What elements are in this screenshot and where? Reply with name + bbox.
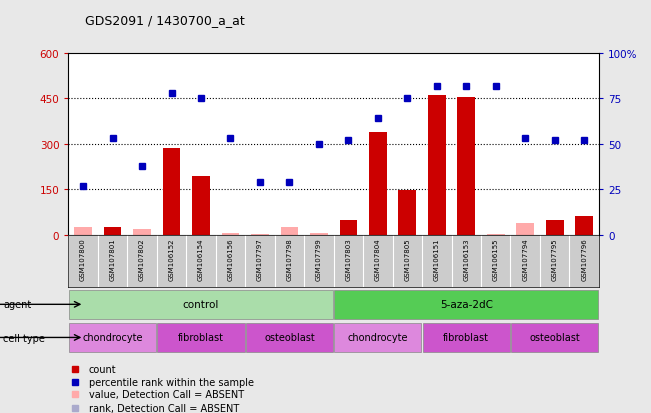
Bar (546, 220, 564, 235)
Text: GSM107796: GSM107796 (581, 238, 587, 281)
Text: GSM107795: GSM107795 (551, 238, 558, 280)
Bar (340, 220, 357, 235)
Text: 5-aza-2dC: 5-aza-2dC (440, 299, 493, 310)
Text: GSM107794: GSM107794 (522, 238, 528, 280)
Bar (69, 323, 156, 352)
Text: GDS2091 / 1430700_a_at: GDS2091 / 1430700_a_at (85, 14, 244, 27)
Bar (516, 223, 534, 235)
Text: GSM106155: GSM106155 (493, 238, 499, 280)
Text: fibroblast: fibroblast (443, 332, 490, 343)
Text: GSM107798: GSM107798 (286, 238, 292, 281)
Text: count: count (89, 364, 116, 374)
Bar (221, 233, 240, 235)
Bar (133, 229, 151, 235)
Text: percentile rank within the sample: percentile rank within the sample (89, 377, 253, 387)
Text: osteoblast: osteoblast (529, 332, 580, 343)
Bar (163, 149, 180, 235)
Bar (511, 323, 598, 352)
Text: GSM107804: GSM107804 (375, 238, 381, 280)
Bar (69, 290, 333, 319)
Bar (428, 96, 446, 235)
Bar (74, 228, 92, 235)
Text: GSM106153: GSM106153 (464, 238, 469, 280)
Text: fibroblast: fibroblast (178, 332, 224, 343)
Text: GSM107800: GSM107800 (80, 238, 86, 281)
Text: GSM107797: GSM107797 (257, 238, 263, 281)
Bar (334, 323, 421, 352)
Text: osteoblast: osteoblast (264, 332, 315, 343)
Text: GSM107803: GSM107803 (346, 238, 352, 281)
Text: agent: agent (3, 299, 31, 309)
Text: GSM107799: GSM107799 (316, 238, 322, 281)
Text: value, Detection Call = ABSENT: value, Detection Call = ABSENT (89, 389, 243, 399)
Bar (458, 97, 475, 235)
Bar (192, 176, 210, 235)
Text: rank, Detection Call = ABSENT: rank, Detection Call = ABSENT (89, 403, 239, 413)
Bar (246, 323, 333, 352)
Text: chondrocyte: chondrocyte (348, 332, 408, 343)
Bar (575, 217, 593, 235)
Bar (104, 228, 121, 235)
Bar (251, 234, 269, 235)
Text: GSM106154: GSM106154 (198, 238, 204, 280)
Bar (310, 233, 327, 235)
Bar (398, 190, 416, 235)
Text: chondrocyte: chondrocyte (82, 332, 143, 343)
Text: GSM107802: GSM107802 (139, 238, 145, 280)
Text: GSM107801: GSM107801 (109, 238, 116, 281)
Text: GSM106151: GSM106151 (434, 238, 440, 280)
Text: GSM107805: GSM107805 (404, 238, 410, 280)
Bar (158, 323, 245, 352)
Text: GSM106152: GSM106152 (169, 238, 174, 280)
Text: control: control (183, 299, 219, 310)
Bar (422, 323, 510, 352)
Bar (369, 133, 387, 235)
Bar (281, 228, 298, 235)
Text: cell type: cell type (3, 333, 45, 343)
Text: GSM106156: GSM106156 (227, 238, 234, 280)
Bar (334, 290, 598, 319)
Bar (487, 234, 505, 235)
